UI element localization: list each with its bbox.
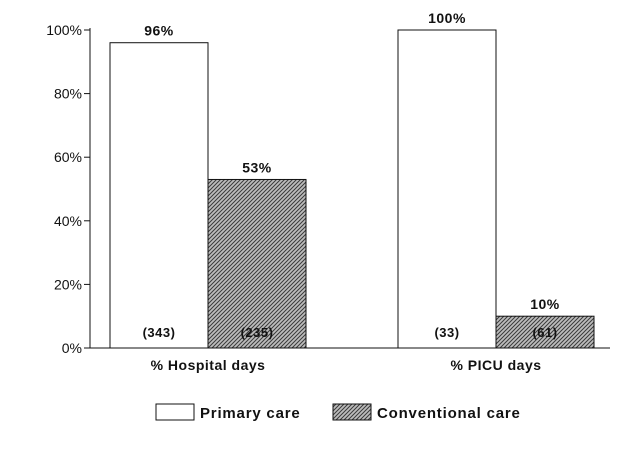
bar-sample-size-label: (235)	[241, 325, 274, 340]
y-tick-label: 40%	[54, 213, 82, 229]
bar-sample-size-label: (33)	[434, 325, 459, 340]
legend-label-primary-care: Primary care	[200, 405, 301, 422]
legend: Primary care Conventional care	[155, 403, 521, 422]
labels: 96% (343) 53% (235) % Hospital days 100% (33) 1…	[143, 10, 560, 373]
y-tick-label: 20%	[54, 276, 82, 292]
bar	[207, 178, 307, 349]
bar-sample-size-label: (343)	[143, 325, 176, 340]
bar-sample-size-label: (61)	[532, 325, 557, 340]
bar	[397, 29, 497, 349]
y-tick-label: 0%	[62, 340, 82, 356]
bar-value-label: 10%	[530, 296, 560, 312]
bar	[109, 42, 209, 349]
legend-swatch-conventional-care	[332, 403, 372, 421]
y-tick-label: 100%	[46, 22, 82, 38]
y-tick-label: 80%	[54, 86, 82, 102]
x-category-label: % PICU days	[450, 357, 541, 373]
bar-value-label: 96%	[144, 23, 174, 39]
legend-swatch-primary-care	[155, 403, 195, 421]
bar	[495, 315, 595, 349]
legend-label-conventional-care: Conventional care	[377, 405, 521, 422]
bar-value-label: 53%	[242, 159, 272, 175]
y-tick-label: 60%	[54, 149, 82, 165]
bar-value-label: 100%	[428, 10, 466, 26]
bars	[109, 29, 595, 349]
x-category-label: % Hospital days	[151, 357, 266, 373]
